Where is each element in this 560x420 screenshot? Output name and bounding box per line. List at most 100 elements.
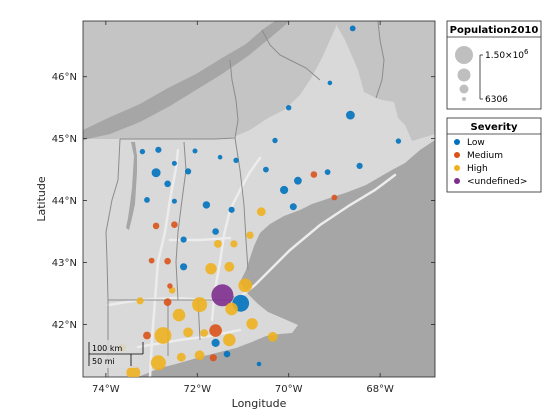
bubble-low[interactable] <box>327 80 333 86</box>
bubble-low[interactable] <box>144 197 150 203</box>
bubble-high[interactable] <box>172 308 186 322</box>
bubble-high[interactable] <box>194 350 205 361</box>
bubble-high[interactable] <box>176 352 186 362</box>
bubble-low[interactable] <box>280 185 289 195</box>
bubble-medium[interactable] <box>148 257 155 264</box>
canada-region <box>83 21 435 141</box>
bubble-medium[interactable] <box>163 298 172 306</box>
bubble-high[interactable] <box>246 231 254 239</box>
x-tick-label: 74°W <box>92 384 120 395</box>
bubble-low[interactable] <box>171 160 177 166</box>
bubble-medium[interactable] <box>167 283 173 289</box>
size-legend-large <box>455 46 473 64</box>
bubble-low[interactable] <box>155 146 162 153</box>
scalebar-km-label: 100 km <box>92 344 122 353</box>
y-axis-label: Latitude <box>35 176 48 222</box>
bubble-low[interactable] <box>286 105 292 111</box>
population-legend-min: 6306 <box>485 95 508 105</box>
bubble-high[interactable] <box>205 263 217 275</box>
x-tick-label: 68°W <box>366 384 394 395</box>
bubble-high[interactable] <box>256 207 266 217</box>
severity-legend-label: <undefined> <box>467 177 527 187</box>
bubble-medium[interactable] <box>209 354 217 362</box>
bubble-undefined[interactable] <box>211 284 234 307</box>
bubble-low[interactable] <box>164 180 171 188</box>
x-tick-label: 70°W <box>275 384 303 395</box>
bubble-low[interactable] <box>211 338 220 347</box>
bubble-low[interactable] <box>349 25 356 32</box>
severity-legend-title: Severity <box>471 122 518 133</box>
bubble-low[interactable] <box>202 201 211 209</box>
bubble-high[interactable] <box>150 355 166 371</box>
lake-champlain <box>126 142 137 230</box>
y-tick-label: 45°N <box>52 134 77 145</box>
bubble-low[interactable] <box>272 137 278 144</box>
bubble-medium[interactable] <box>164 257 171 265</box>
bubble-medium[interactable] <box>143 331 151 340</box>
severity-legend-marker <box>454 139 460 145</box>
bubble-high[interactable] <box>230 240 238 248</box>
bubble-high[interactable] <box>224 261 235 272</box>
bubble-high[interactable] <box>183 327 194 338</box>
bubble-low[interactable] <box>289 203 297 211</box>
size-legend-small <box>459 84 469 94</box>
size-legend-medium <box>457 68 471 82</box>
bubble-high[interactable] <box>154 327 172 344</box>
bubble-low[interactable] <box>228 206 235 213</box>
bubble-low[interactable] <box>180 263 188 271</box>
bubble-high[interactable] <box>214 240 222 248</box>
bubble-low[interactable] <box>324 169 331 176</box>
severity-legend-marker <box>454 152 460 158</box>
y-tick-label: 46°N <box>52 72 77 83</box>
bubble-medium[interactable] <box>331 194 338 201</box>
scalebar: 100 km 50 mi <box>87 340 144 368</box>
bubble-low[interactable] <box>294 176 302 185</box>
bubble-high[interactable] <box>126 365 141 380</box>
bubble-high[interactable] <box>168 287 176 294</box>
population-legend-max: 1.50×106 <box>485 48 529 61</box>
map-area[interactable] <box>83 21 435 377</box>
y-tick-label: 42°N <box>52 320 77 331</box>
bubble-low[interactable] <box>263 166 269 173</box>
bubble-medium[interactable] <box>152 222 160 230</box>
bubble-high[interactable] <box>200 329 209 337</box>
bubble-low[interactable] <box>395 138 402 144</box>
severity-legend: Severity Low Medium High <undefined> <box>446 117 542 193</box>
bubble-high[interactable] <box>238 278 253 293</box>
bubble-low[interactable] <box>217 154 223 160</box>
bubble-low[interactable] <box>223 350 231 358</box>
bubble-high[interactable] <box>223 333 236 347</box>
severity-legend-label: High <box>467 164 488 174</box>
population-legend: Population2010 1.50×106 6306 <box>446 20 542 110</box>
bubble-high[interactable] <box>267 331 278 342</box>
bubble-high[interactable] <box>225 302 238 316</box>
size-legend-tiny <box>462 97 466 101</box>
bubble-low[interactable] <box>151 168 161 178</box>
bubble-low[interactable] <box>171 198 177 204</box>
bubble-low[interactable] <box>185 168 192 175</box>
bubble-high[interactable] <box>192 297 208 313</box>
bubble-medium[interactable] <box>209 324 222 337</box>
x-tick-label: 72°W <box>183 384 211 395</box>
bubble-low[interactable] <box>256 361 262 367</box>
bubble-layer <box>118 25 402 380</box>
population-legend-title: Population2010 <box>450 25 539 36</box>
scalebar-mi-label: 50 mi <box>92 357 115 366</box>
bubble-low[interactable] <box>233 157 239 163</box>
severity-legend-label: Medium <box>467 151 503 161</box>
axis-ticks: 74°W 72°W 70°W 68°W 42°N 43°N 44°N 45°N 46°N <box>52 21 435 395</box>
bubble-medium[interactable] <box>310 171 318 178</box>
bubble-low[interactable] <box>139 148 146 155</box>
bubble-low[interactable] <box>192 148 198 154</box>
bubble-low[interactable] <box>212 228 219 235</box>
x-axis-label: Longitude <box>232 397 287 410</box>
bubble-high[interactable] <box>136 297 144 305</box>
severity-legend-marker <box>454 165 460 171</box>
bubble-low[interactable] <box>346 110 355 120</box>
severity-legend-label: Low <box>467 138 485 148</box>
bubble-low[interactable] <box>180 236 187 243</box>
bubble-medium[interactable] <box>171 221 178 228</box>
bubble-high[interactable] <box>246 318 258 330</box>
bubble-low[interactable] <box>356 162 363 169</box>
